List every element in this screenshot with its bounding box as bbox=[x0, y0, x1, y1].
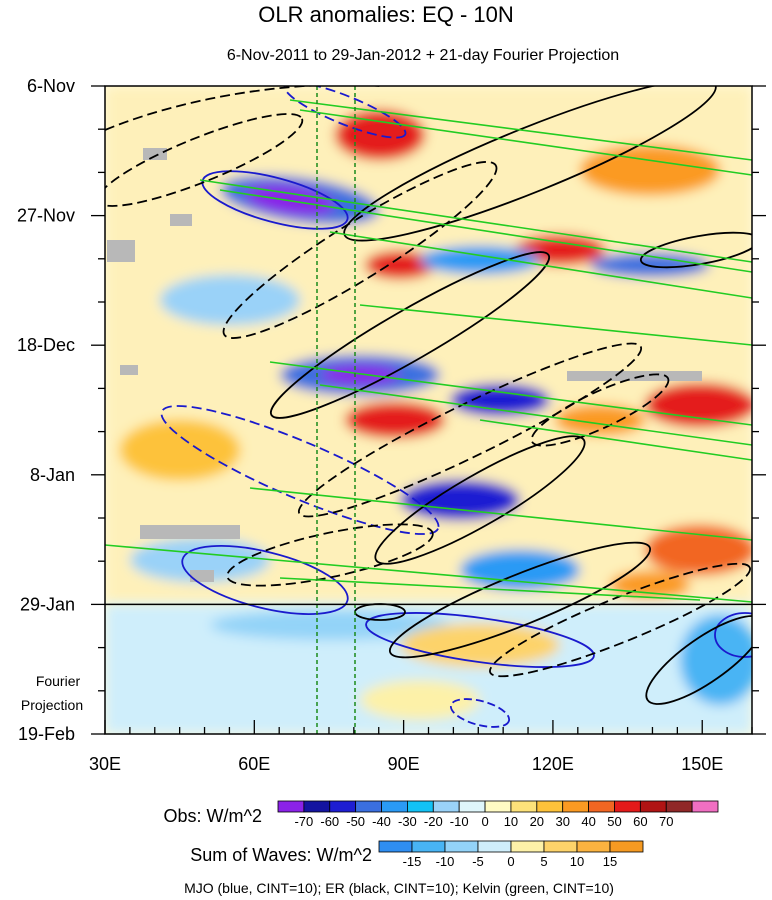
waves-colorbar-label: Sum of Waves: W/m^2 bbox=[190, 845, 372, 865]
colorbar-swatch bbox=[614, 800, 641, 813]
colorbar-swatch bbox=[691, 800, 719, 813]
colorbar-swatch bbox=[329, 800, 357, 813]
colorbar-level-label: 5 bbox=[540, 854, 547, 869]
colorbar-swatch bbox=[444, 840, 479, 853]
colorbar-swatch bbox=[381, 800, 408, 813]
y-tick-label: 6-Nov bbox=[27, 76, 75, 96]
colorbar-swatch bbox=[411, 840, 446, 853]
colorbar-swatch bbox=[510, 800, 538, 813]
x-tick-label: 60E bbox=[238, 754, 270, 774]
colorbar-swatch bbox=[510, 840, 545, 853]
colorbar-level-label: 0 bbox=[481, 814, 488, 829]
colorbar-level-label: 50 bbox=[607, 814, 621, 829]
x-axis-ticks: 30E 60E 90E 120E 150E bbox=[89, 720, 753, 774]
plot-area: 30E 60E 90E 120E 150E 6-Nov 27-Nov 18-Dec 8-Jan… bbox=[17, 76, 766, 774]
colorbar-level-label: 10 bbox=[570, 854, 584, 869]
colorbar-level-label: 40 bbox=[581, 814, 595, 829]
kelvin-contours bbox=[105, 99, 752, 603]
colorbar-swatch bbox=[543, 840, 578, 853]
chart-subtitle: 6-Nov-2011 to 29-Jan-2012 + 21-day Fouri… bbox=[227, 47, 619, 64]
x-tick-label: 30E bbox=[89, 754, 121, 774]
colorbar-level-label: -70 bbox=[294, 814, 313, 829]
colorbar-level-label: 15 bbox=[603, 854, 617, 869]
colorbar-level-label: 70 bbox=[659, 814, 673, 829]
colorbar-swatch bbox=[303, 800, 331, 813]
x-tick-label: 120E bbox=[532, 754, 574, 774]
colorbar-level-label: -10 bbox=[436, 854, 455, 869]
colorbar-swatch bbox=[355, 800, 382, 813]
colorbar-swatch bbox=[665, 800, 693, 813]
obs-colorbar-label: Obs: W/m^2 bbox=[164, 806, 262, 826]
colorbar-swatch bbox=[484, 800, 512, 813]
gray-missing-data bbox=[107, 148, 702, 582]
y-tick-label: 29-Jan bbox=[20, 594, 75, 614]
colorbar-level-label: -15 bbox=[403, 854, 422, 869]
colorbar-swatch bbox=[378, 840, 413, 853]
chart-title: OLR anomalies: EQ - 10N bbox=[258, 2, 514, 27]
colorbar-swatch bbox=[609, 840, 644, 853]
colorbar-level-label: 20 bbox=[530, 814, 544, 829]
projection-label: Projection bbox=[21, 697, 83, 713]
colorbar-level-label: -10 bbox=[450, 814, 469, 829]
colorbar-swatch bbox=[277, 800, 305, 813]
colorbar-swatch bbox=[432, 800, 460, 813]
y-tick-label: 19-Feb bbox=[18, 724, 75, 744]
colorbar-level-label: 10 bbox=[504, 814, 518, 829]
y-tick-label: 27-Nov bbox=[17, 206, 75, 226]
colorbar-level-label: -20 bbox=[424, 814, 443, 829]
colorbar-level-label: -60 bbox=[320, 814, 339, 829]
colorbar-swatch bbox=[576, 840, 611, 853]
colorbar-level-label: -40 bbox=[372, 814, 391, 829]
colorbar-swatch bbox=[458, 800, 486, 813]
colorbar-swatch bbox=[562, 800, 589, 813]
colorbar-swatch bbox=[536, 800, 564, 813]
colorbar-swatch bbox=[639, 800, 667, 813]
y-axis-ticks: 6-Nov 27-Nov 18-Dec 8-Jan 29-Jan 19-Feb bbox=[17, 76, 766, 744]
colorbar-level-label: -5 bbox=[472, 854, 484, 869]
x-tick-label: 150E bbox=[681, 754, 723, 774]
colorbar-level-label: 0 bbox=[507, 854, 514, 869]
obs-colorbar: -70 -60 -50 -40 -30 -20 -10 0 10 20 30 40 50 60 70 bbox=[277, 800, 719, 829]
colorbar-swatch bbox=[588, 800, 615, 813]
contours-legend: MJO (blue, CINT=10); ER (black, CINT=10)… bbox=[184, 880, 614, 896]
y-tick-label: 8-Jan bbox=[30, 465, 75, 485]
colorbar-swatch bbox=[477, 840, 512, 853]
x-tick-label: 90E bbox=[388, 754, 420, 774]
y-tick-label: 18-Dec bbox=[17, 335, 75, 355]
colorbar-level-label: -30 bbox=[398, 814, 417, 829]
waves-colorbar: -15 -10 -5 0 5 10 15 bbox=[378, 840, 644, 869]
colorbar-level-label: 60 bbox=[633, 814, 647, 829]
colorbar-swatch bbox=[407, 800, 434, 813]
colorbar-level-label: -50 bbox=[346, 814, 365, 829]
colorbar-level-label: 30 bbox=[555, 814, 569, 829]
fourier-label: Fourier bbox=[36, 673, 81, 689]
